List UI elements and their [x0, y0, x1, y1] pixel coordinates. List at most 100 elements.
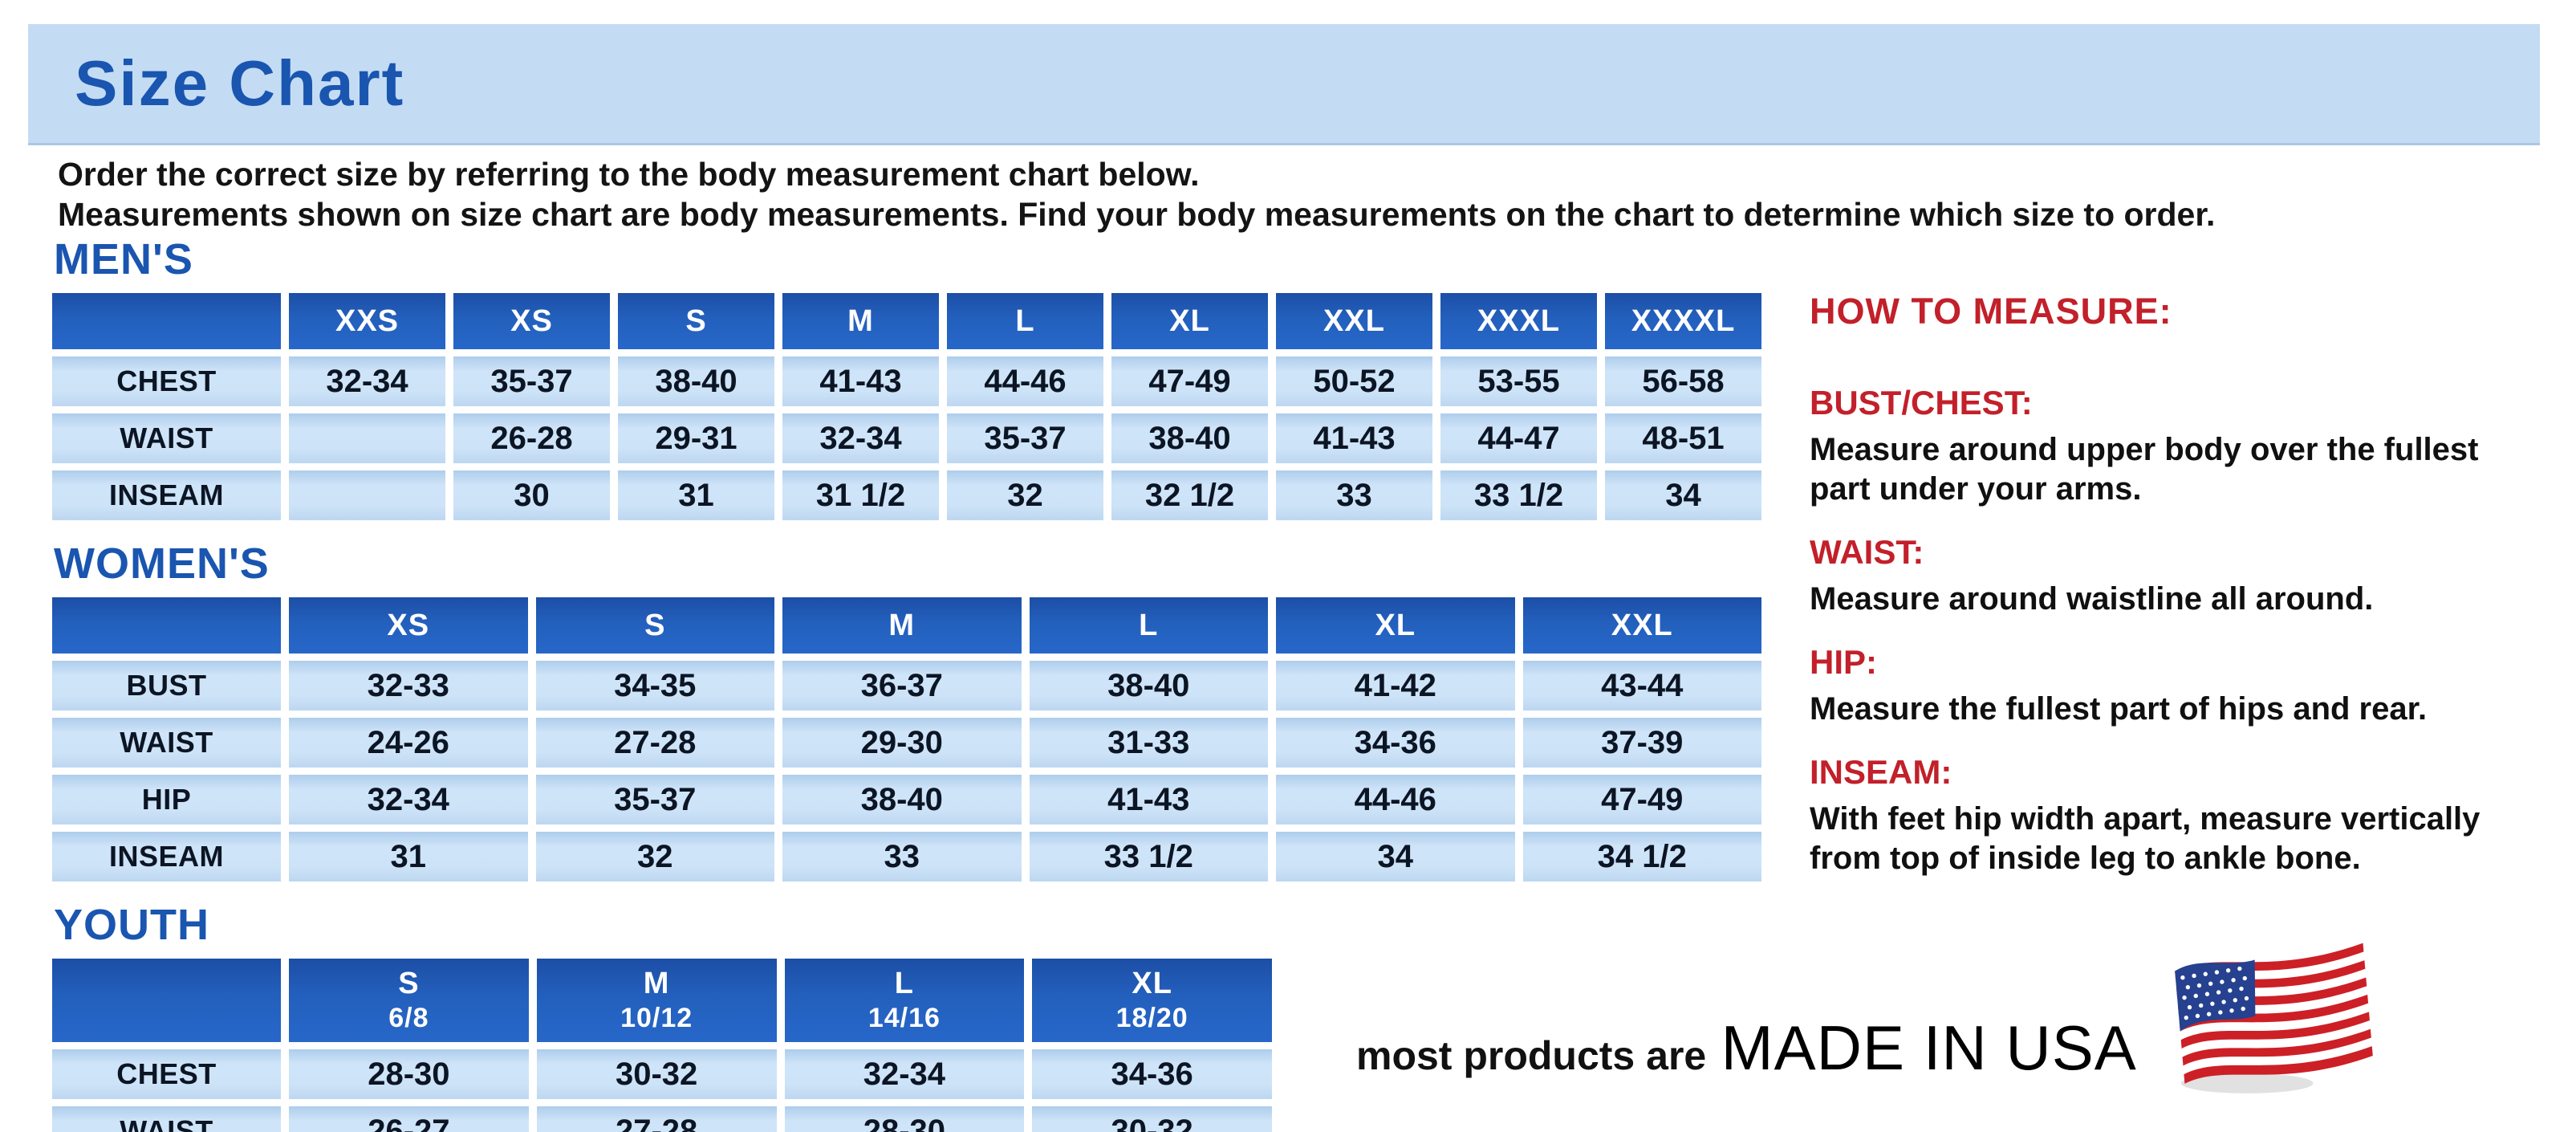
table-row: WAIST 26-27 27-28 28-30 30-32 [52, 1106, 1272, 1132]
size-value-cell: 30 [453, 470, 610, 520]
size-column-header: XL [1276, 597, 1515, 654]
measurement-row-label: CHEST [52, 1049, 281, 1099]
size-value-cell: 33 [782, 832, 1022, 882]
how-to-measure-panel: HOW TO MEASURE: BUST/CHEST: Measure aroun… [1810, 291, 2536, 878]
size-value-cell: 47-49 [1111, 356, 1268, 406]
made-in-usa-text: most products are MADE IN USA [1356, 1012, 2137, 1085]
size-value-cell: 24-26 [289, 718, 528, 768]
size-column-header: M 10/12 [536, 959, 777, 1042]
size-column-header: XS [289, 597, 528, 654]
size-value-cell: 38-40 [618, 356, 774, 406]
size-value-cell: 31 1/2 [782, 470, 939, 520]
size-value-cell: 34-35 [535, 661, 774, 711]
corner-cell [52, 293, 281, 349]
size-value-cell: 34 1/2 [1522, 832, 1761, 882]
size-column-header: S [535, 597, 774, 654]
size-column-header: L [1029, 597, 1268, 654]
size-column-header: XXL [1276, 293, 1432, 349]
intro-line-2: Measurements shown on size chart are bod… [58, 196, 2216, 233]
measure-item-label: HIP: [1810, 643, 1877, 681]
how-to-measure-list: BUST/CHEST: Measure around upper body ove… [1810, 384, 2536, 878]
size-value-cell: 35-37 [453, 356, 610, 406]
size-value-cell: 37-39 [1522, 718, 1761, 768]
measurement-row-label: INSEAM [52, 832, 281, 882]
measurement-row-label: WAIST [52, 1106, 281, 1132]
size-column-header: L [947, 293, 1103, 349]
size-value-cell: 32-34 [289, 356, 445, 406]
made-in-usa-emphasis: MADE IN USA [1721, 1012, 2137, 1083]
size-column-header: XS [453, 293, 610, 349]
table-row: HIP 32-34 35-37 38-40 41-43 44-46 47-49 [52, 775, 1761, 825]
size-value-cell: 29-31 [618, 413, 774, 463]
table-row: BUST 32-33 34-35 36-37 38-40 41-42 43-44 [52, 661, 1761, 711]
page-title: Size Chart [75, 47, 405, 119]
mens-size-table: XXS XS S M L XL XXL XXXL XXXXL CHEST 32-34 35-37 38-… [44, 286, 1769, 527]
measure-item-label: WAIST: [1810, 533, 1924, 571]
size-column-header: M [782, 293, 939, 349]
size-value-cell: 44-47 [1440, 413, 1597, 463]
youth-size-table: S 6/8 M 10/12 L 14/16 XL 18/20 CHEST 28-30 30-32 32… [44, 951, 1280, 1132]
size-column-header: XL [1111, 293, 1268, 349]
measurement-row-label: WAIST [52, 413, 281, 463]
size-value-cell: 41-43 [1029, 775, 1268, 825]
size-value-cell: 48-51 [1605, 413, 1761, 463]
size-value-cell: 31 [618, 470, 774, 520]
size-value-cell: 33 1/2 [1440, 470, 1597, 520]
made-in-usa-prefix: most products are [1356, 1032, 1707, 1078]
size-value-cell: 32-34 [784, 1049, 1025, 1099]
title-banner: Size Chart [28, 24, 2540, 145]
size-value-cell: 33 1/2 [1029, 832, 1268, 882]
size-value-cell: 26-28 [453, 413, 610, 463]
size-value-cell: 30-32 [536, 1049, 777, 1099]
size-value-cell: 43-44 [1522, 661, 1761, 711]
size-value-cell: 53-55 [1440, 356, 1597, 406]
size-column-header: S 6/8 [289, 959, 529, 1042]
size-value-cell: 44-46 [1276, 775, 1515, 825]
size-value-cell: 50-52 [1276, 356, 1432, 406]
size-value-cell: 56-58 [1605, 356, 1761, 406]
table-row: CHEST 28-30 30-32 32-34 34-36 [52, 1049, 1272, 1099]
size-value-cell: 35-37 [947, 413, 1103, 463]
size-column-header: L 14/16 [784, 959, 1025, 1042]
size-value-cell: 32-34 [782, 413, 939, 463]
measurement-row-label: WAIST [52, 718, 281, 768]
womens-heading: WOMEN'S [54, 540, 270, 588]
size-tables: MEN'S XXS XS S M L XL XXL XXXL XXXXL CHEST 32-34 35… [44, 234, 1769, 1132]
size-value-cell [289, 470, 445, 520]
mens-heading: MEN'S [54, 235, 193, 283]
size-value-cell: 34-36 [1032, 1049, 1272, 1099]
table-row: INSEAM 30 31 31 1/2 32 32 1/2 33 33 1/2 34 [52, 470, 1761, 520]
size-value-cell: 41-42 [1276, 661, 1515, 711]
womens-size-table: XS S M L XL XXL BUST 32-33 34-35 36-37 38-40 41-42 4… [44, 590, 1769, 889]
size-value-cell: 28-30 [289, 1049, 529, 1099]
size-value-cell: 47-49 [1522, 775, 1761, 825]
size-value-cell [289, 413, 445, 463]
size-value-cell: 33 [1276, 470, 1432, 520]
size-value-cell: 27-28 [535, 718, 774, 768]
how-to-measure-heading: HOW TO MEASURE: [1810, 291, 2172, 332]
size-value-cell: 38-40 [782, 775, 1022, 825]
size-value-cell: 27-28 [536, 1106, 777, 1132]
size-value-cell: 32 [535, 832, 774, 882]
measure-item-text: Measure around upper body over the fulle… [1810, 432, 2479, 507]
measurement-row-label: INSEAM [52, 470, 281, 520]
size-value-cell: 36-37 [782, 661, 1022, 711]
size-value-cell: 32-33 [289, 661, 528, 711]
table-row: WAIST 24-26 27-28 29-30 31-33 34-36 37-39 [52, 718, 1761, 768]
size-value-cell: 32 1/2 [1111, 470, 1268, 520]
size-value-cell: 44-46 [947, 356, 1103, 406]
measurement-row-label: HIP [52, 775, 281, 825]
corner-cell [52, 597, 281, 654]
size-column-header: XXS [289, 293, 445, 349]
measurement-row-label: BUST [52, 661, 281, 711]
measure-item-label: INSEAM: [1810, 753, 1952, 791]
size-value-cell: 34-36 [1276, 718, 1515, 768]
size-value-cell: 32 [947, 470, 1103, 520]
size-value-cell: 31-33 [1029, 718, 1268, 768]
measure-item-text: Measure around waistline all around. [1810, 581, 2374, 617]
size-column-header: XL 18/20 [1032, 959, 1272, 1042]
size-value-cell: 41-43 [782, 356, 939, 406]
size-value-cell: 41-43 [1276, 413, 1432, 463]
size-value-cell: 34 [1276, 832, 1515, 882]
